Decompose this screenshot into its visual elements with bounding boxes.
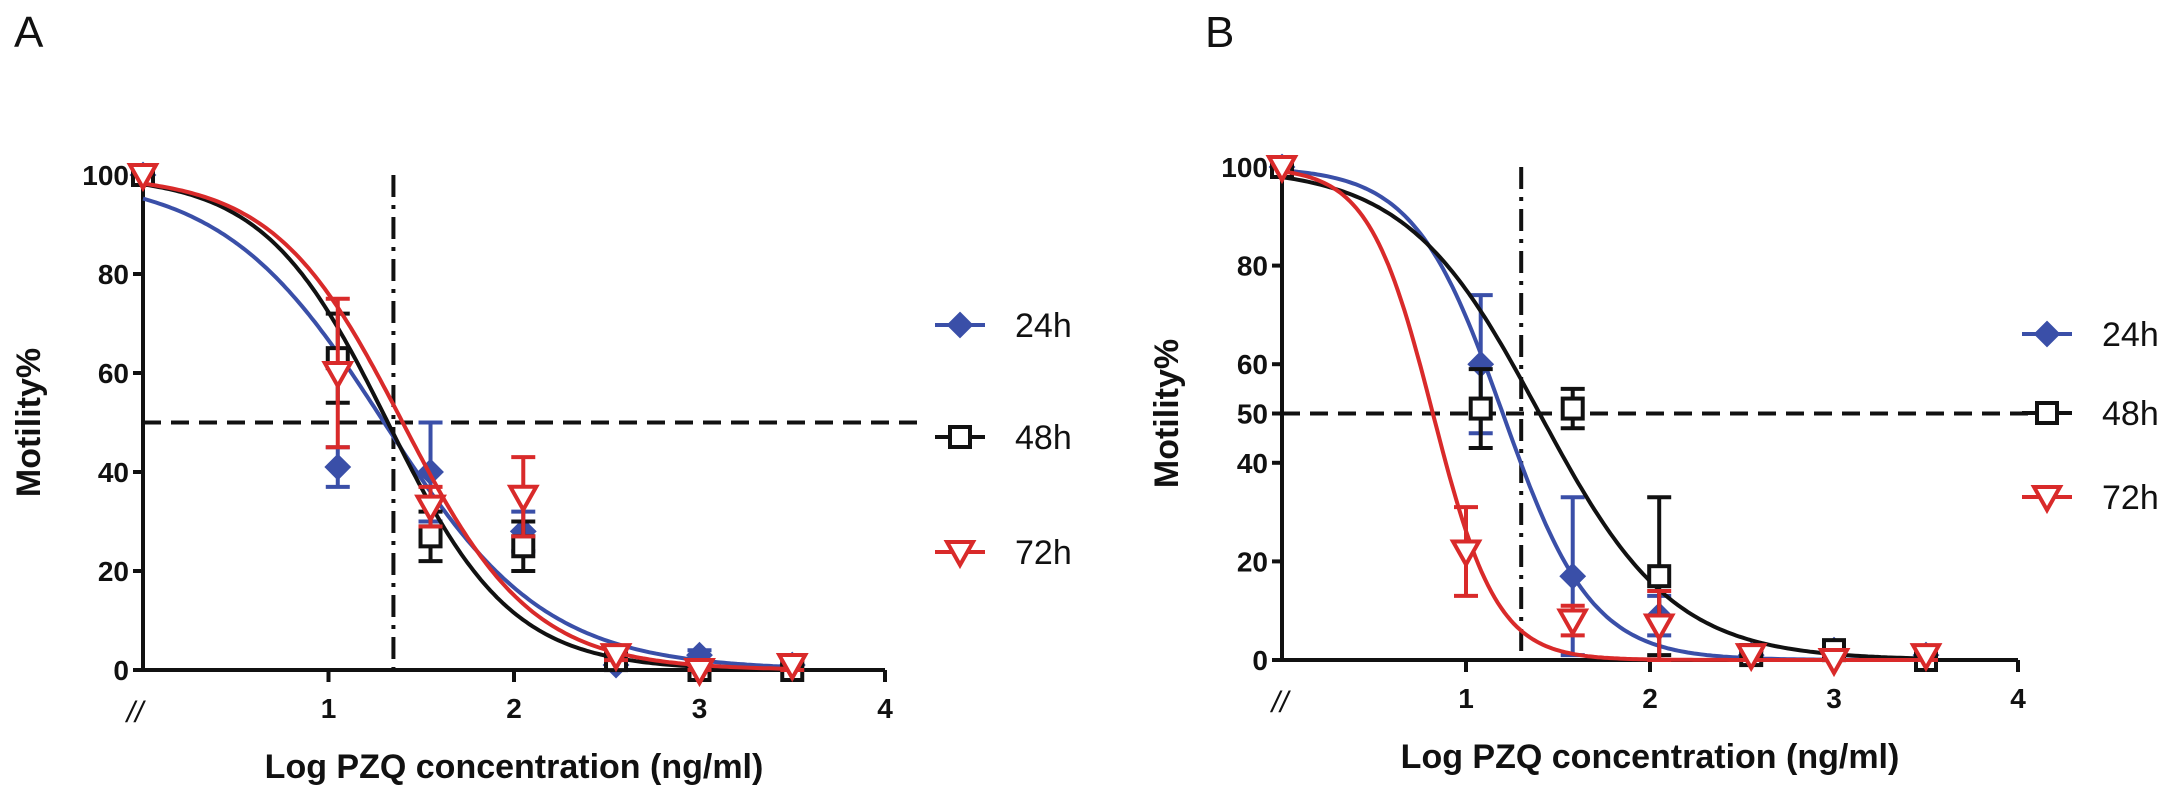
- panel-b-series-72h-point: [1734, 643, 1768, 673]
- panel-a-series-48h-point: [418, 524, 443, 549]
- panel-b-axis-break: //: [1270, 686, 1291, 719]
- panel-b-legend-label-72h: 72h: [2102, 479, 2159, 517]
- panel-a-series-24h-point: [324, 453, 352, 481]
- panel-a-series-72h-point: [599, 643, 633, 673]
- panel-a-series-72h-point: [683, 658, 716, 688]
- panel-b-x-axis-title: Log PZQ concentration (ng/ml): [1401, 738, 1900, 776]
- panel-a-y-tick-label: 40: [98, 457, 129, 488]
- panel-b-series-48h-point: [1560, 396, 1585, 421]
- panel-a-x-tick-label: 3: [692, 693, 708, 724]
- panel-b-y-tick-label: 20: [1237, 546, 1268, 577]
- panel-b-y-tick-label: 40: [1237, 448, 1268, 479]
- panel-a-axis-break: //: [125, 696, 146, 729]
- panel-a-y-tick-label: 0: [113, 655, 129, 686]
- panel-a-series-72h-point: [321, 361, 355, 391]
- panel-b-series-72h-point: [1909, 643, 1943, 673]
- panel-b-series-48h-point: [1468, 396, 1493, 421]
- panel-b-legend-marker-72h: [2030, 485, 2064, 515]
- panel-b-series-72h-point: [1556, 608, 1590, 638]
- panel-a-plot: 0 20 40 60 80 100 1 2 3 4 // Log PZQ concentration …: [10, 160, 1072, 786]
- panel-b-plot: 0 20 40 50 60 80 100 1 2 3 4 // Log PZQ concentratio…: [1148, 152, 2159, 776]
- panel-b-y-tick-label: 60: [1237, 349, 1268, 380]
- panel-a-series-48h-point: [511, 534, 536, 559]
- panel-b-y-tick-label: 80: [1237, 251, 1268, 282]
- panel-label-b: B: [1205, 8, 1235, 57]
- panel-b-series-24h: [1268, 153, 1940, 669]
- panel-a-series-24h-fit-curve: [142, 196, 793, 669]
- panel-b-series-48h-fit-curve: [1281, 175, 1927, 661]
- panel-b-x-tick-label: 3: [1826, 683, 1842, 714]
- panel-b-series-24h-point: [1559, 562, 1587, 590]
- panel-b-legend-label-48h: 48h: [2102, 395, 2159, 433]
- panel-b-series-72h-point: [1265, 155, 1299, 185]
- panel-a-legend-label-72h: 72h: [1015, 534, 1072, 572]
- panel-a-x-tick-label: 2: [506, 693, 522, 724]
- panel-a-y-axis-title: Motility%: [10, 348, 48, 497]
- panel-a-legend-label-48h: 48h: [1015, 419, 1072, 457]
- panel-a-series-72h-point: [126, 163, 160, 193]
- panel-b-series-72h-point: [1817, 648, 1851, 678]
- panel-a-series-72h-fit-curve: [142, 181, 793, 671]
- panel-a-legend-marker-48h: [948, 425, 972, 449]
- panel-a-legend-label-24h: 24h: [1015, 307, 1072, 345]
- panel-b-y-tick-label: 100: [1221, 152, 1268, 183]
- panel-a-y-tick-label: 80: [98, 259, 129, 290]
- panel-a-legend-marker-24h: [946, 311, 974, 339]
- panel-b-y-axis-title: Motility%: [1148, 339, 1186, 488]
- panel-a-y-tick-label: 100: [82, 160, 129, 191]
- panel-b-series-72h-point: [1642, 613, 1676, 643]
- panel-label-a: A: [14, 8, 44, 57]
- panel-b-x-tick-label: 4: [2010, 683, 2026, 714]
- panel-b-legend-label-24h: 24h: [2102, 316, 2159, 354]
- panel-a-x-axis-title: Log PZQ concentration (ng/ml): [265, 748, 764, 786]
- panel-a-x-tick-label: 1: [321, 693, 337, 724]
- panel-b-x-tick-label: 2: [1642, 683, 1658, 714]
- panel-a-series-72h: [126, 163, 809, 688]
- panel-a-series-24h: [129, 161, 806, 679]
- panel-b-series-72h: [1265, 155, 1943, 678]
- panel-b-y-tick-label: 50: [1237, 399, 1268, 430]
- panel-b-x-tick-label: 1: [1458, 683, 1474, 714]
- panel-b-y-tick-label: 0: [1252, 645, 1268, 676]
- panel-a-series-72h-point: [506, 484, 540, 514]
- panel-a-series-72h-point: [414, 494, 447, 524]
- panel-b-series-72h-point: [1449, 539, 1483, 569]
- panel-a-series-48h-fit-curve: [142, 182, 793, 672]
- panel-a-y-tick-label: 60: [98, 358, 129, 389]
- panel-a-x-tick-label: 4: [877, 693, 893, 724]
- panel-a-y-tick-label: 20: [98, 556, 129, 587]
- panel-b-series-48h-point: [1647, 564, 1672, 589]
- panel-b-legend-marker-24h: [2033, 320, 2061, 348]
- panel-a-legend-marker-72h: [943, 540, 977, 570]
- panel-a-series-72h-point: [775, 653, 809, 683]
- panel-b-series-72h-fit-curve: [1281, 169, 1926, 662]
- panel-b-legend-marker-48h: [2035, 401, 2059, 425]
